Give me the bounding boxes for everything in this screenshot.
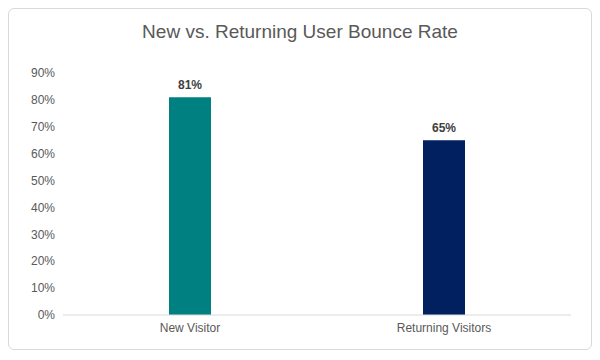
svg-text:40%: 40% bbox=[31, 201, 55, 215]
svg-text:60%: 60% bbox=[31, 147, 55, 161]
svg-text:81%: 81% bbox=[178, 78, 202, 92]
svg-text:90%: 90% bbox=[31, 66, 55, 80]
svg-text:0%: 0% bbox=[38, 308, 56, 322]
svg-text:65%: 65% bbox=[432, 121, 456, 135]
svg-text:30%: 30% bbox=[31, 228, 55, 242]
svg-text:80%: 80% bbox=[31, 93, 55, 107]
svg-text:Returning Visitors: Returning Visitors bbox=[397, 321, 492, 335]
svg-text:10%: 10% bbox=[31, 281, 55, 295]
svg-text:70%: 70% bbox=[31, 120, 55, 134]
html-text:New vs. Returning User Bounce: New vs. Returning User Bounce Rate bbox=[142, 21, 458, 42]
svg-text:50%: 50% bbox=[31, 174, 55, 188]
svg-text:20%: 20% bbox=[31, 254, 55, 268]
svg-text:New Visitor: New Visitor bbox=[160, 321, 220, 335]
